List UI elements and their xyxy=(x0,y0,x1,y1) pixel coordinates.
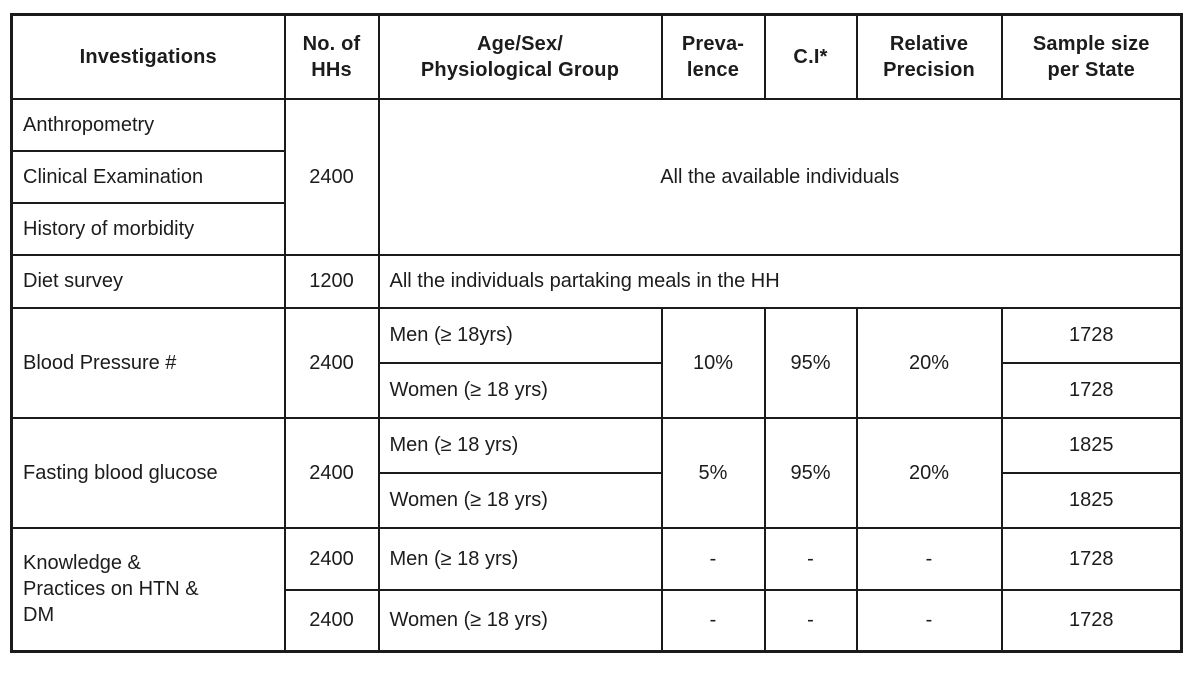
table-row-blood-pressure-women: Women (≥ 18 yrs) 1728 xyxy=(12,361,1183,419)
cell-relative-precision-knowledge-men: - xyxy=(855,526,1003,591)
header-cell-sample-size: Sample size per State xyxy=(1000,13,1183,100)
cell-investigation-history-of-morbidity: History of morbidity xyxy=(10,201,286,256)
cell-sample-fasting-glucose-women: 1825 xyxy=(1000,471,1183,529)
cell-group-fasting-glucose-men: Men (≥ 18 yrs) xyxy=(377,416,663,474)
header-cell-prevalence: Preva- lence xyxy=(660,13,766,100)
cell-group-blood-pressure-women: Women (≥ 18 yrs) xyxy=(377,361,663,419)
cell-ci-knowledge-men: - xyxy=(763,526,858,591)
cell-investigation-knowledge-practices: Knowledge & Practices on HTN & DM xyxy=(10,526,286,653)
cell-relative-precision-knowledge-women: - xyxy=(855,588,1003,653)
cell-hhs-knowledge-women: 2400 xyxy=(283,588,380,653)
cell-hhs-knowledge-men: 2400 xyxy=(283,526,380,591)
table-row-history-of-morbidity: History of morbidity xyxy=(10,201,1182,256)
table-row-fasting-glucose-men: Fasting blood glucose 2400 Men (≥ 18 yrs… xyxy=(10,416,1183,529)
header-row: Investigations No. of HHs Age/Sex/ Physi… xyxy=(10,13,1183,100)
cell-sample-blood-pressure-men: 1728 xyxy=(1000,306,1183,364)
header-cell-age-sex-group: Age/Sex/ Physiological Group xyxy=(377,13,663,100)
cell-prevalence-knowledge-men: - xyxy=(660,526,766,591)
cell-ci-fasting-glucose: 95% xyxy=(763,416,858,529)
cell-group-blood-pressure-men: Men (≥ 18yrs) xyxy=(377,306,663,364)
table-row-anthropometry: Anthropometry 2400 All the available ind… xyxy=(10,97,1183,256)
cell-prevalence-knowledge-women: - xyxy=(660,588,766,653)
cell-investigation-fasting-glucose: Fasting blood glucose xyxy=(10,416,286,529)
table-row-clinical-examination: Clinical Examination xyxy=(10,149,1182,204)
cell-sample-knowledge-women: 1728 xyxy=(1000,588,1183,653)
table-row-knowledge-men: Knowledge & Practices on HTN & DM 2400 M… xyxy=(10,526,1183,653)
header-cell-ci: C.I* xyxy=(763,13,858,100)
cell-sample-knowledge-men: 1728 xyxy=(1000,526,1183,591)
cell-prevalence-fasting-glucose: 5% xyxy=(660,416,766,529)
cell-relative-precision-blood-pressure: 20% xyxy=(855,306,1003,419)
table-row-diet-survey: Diet survey 1200 All the individuals par… xyxy=(10,253,1183,309)
cell-sample-fasting-glucose-men: 1825 xyxy=(1000,416,1183,474)
cell-prevalence-blood-pressure: 10% xyxy=(660,306,766,419)
table-row-knowledge-women: 2400 Women (≥ 18 yrs) - - - 1728 xyxy=(12,588,1183,653)
cell-hhs-blood-pressure: 2400 xyxy=(283,306,380,419)
cell-group-fasting-glucose-women: Women (≥ 18 yrs) xyxy=(377,471,663,529)
cell-hhs-diet-survey: 1200 xyxy=(283,253,380,309)
cell-hhs-fasting-glucose: 2400 xyxy=(283,416,380,529)
cell-group-knowledge-women: Women (≥ 18 yrs) xyxy=(377,588,663,653)
table-row-fasting-glucose-women: Women (≥ 18 yrs) 1825 xyxy=(12,471,1183,529)
cell-investigation-diet-survey: Diet survey xyxy=(10,253,286,309)
cell-ci-blood-pressure: 95% xyxy=(763,306,858,419)
cell-investigation-clinical-examination: Clinical Examination xyxy=(10,149,286,204)
cell-relative-precision-fasting-glucose: 20% xyxy=(855,416,1003,529)
cell-group-diet-survey: All the individuals partaking meals in t… xyxy=(377,253,1183,309)
cell-investigation-anthropometry: Anthropometry xyxy=(10,97,286,152)
cell-group-knowledge-men: Men (≥ 18 yrs) xyxy=(377,526,663,591)
cell-investigation-blood-pressure: Blood Pressure # xyxy=(10,306,286,419)
header-cell-no-of-hhs: No. of HHs xyxy=(283,13,380,100)
header-cell-relative-precision: Relative Precision xyxy=(855,13,1003,100)
cell-group-all-available: All the available individuals xyxy=(377,97,1183,256)
cell-ci-knowledge-women: - xyxy=(763,588,858,653)
cell-hhs-group-a: 2400 xyxy=(283,97,380,256)
table-row-blood-pressure-men: Blood Pressure # 2400 Men (≥ 18yrs) 10% … xyxy=(10,306,1183,419)
cell-sample-blood-pressure-women: 1728 xyxy=(1000,361,1183,419)
study-design-table: Investigations No. of HHs Age/Sex/ Physi… xyxy=(10,13,1183,653)
header-cell-investigations: Investigations xyxy=(10,13,286,100)
